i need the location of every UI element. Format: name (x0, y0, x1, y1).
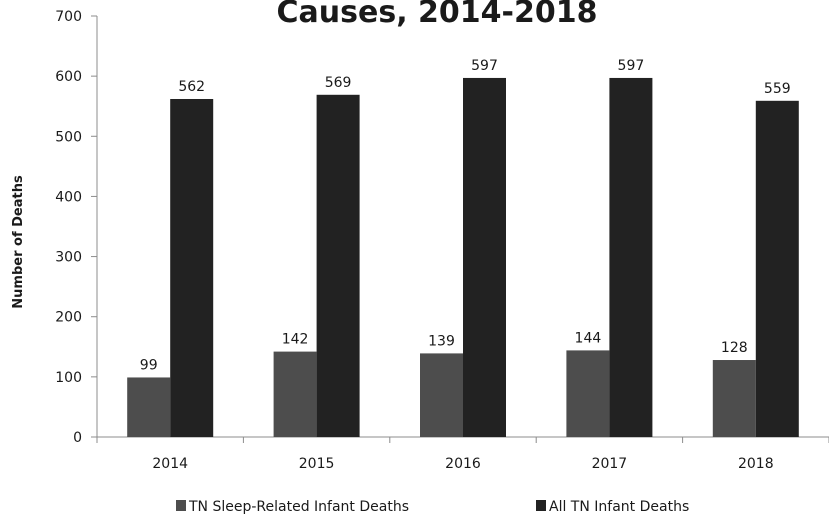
data-label: 597 (471, 58, 498, 74)
y-tick-label: 600 (55, 69, 82, 85)
data-label: 144 (575, 330, 602, 346)
data-label: 569 (325, 75, 352, 91)
data-label: 99 (140, 357, 158, 373)
x-tick-label: 2016 (445, 456, 481, 472)
legend-swatch (536, 500, 546, 511)
y-tick-label: 0 (73, 430, 82, 446)
y-tick-label: 200 (55, 310, 82, 326)
bar-all-infant (609, 77, 653, 437)
legend-swatch (176, 500, 186, 511)
bar-sleep-related (127, 377, 171, 437)
bar-all-infant (755, 100, 799, 438)
bar-all-infant (316, 94, 360, 437)
data-label: 562 (178, 79, 205, 95)
bar-sleep-related (273, 351, 317, 437)
data-label: 559 (764, 81, 791, 97)
data-label: 139 (428, 333, 455, 349)
y-ticks: 0 100 200 300 400 500 600 700 (55, 9, 97, 446)
bar-all-infant (170, 98, 214, 438)
x-tick-label: 2017 (592, 456, 628, 472)
x-tick-label: 2015 (299, 456, 335, 472)
x-tick-label: 2018 (738, 456, 774, 472)
bars: 99 562 142 569 139 597 144 597 128 559 (127, 58, 799, 438)
bar-sleep-related (420, 353, 463, 437)
y-tick-label: 400 (55, 189, 82, 205)
bar-all-infant (463, 77, 506, 437)
bar-sleep-related (712, 360, 756, 437)
x-ticks: 2014 2015 2016 2017 2018 (96, 437, 829, 472)
bar-sleep-related (566, 350, 610, 437)
chart-title: Causes, 2014-2018 (277, 0, 598, 30)
x-tick-label: 2014 (152, 456, 188, 472)
y-tick-label: 100 (55, 370, 82, 386)
y-tick-label: 500 (55, 129, 82, 145)
legend-label: TN Sleep-Related Infant Deaths (188, 499, 409, 515)
legend: TN Sleep-Related Infant Deaths All TN Inf… (176, 499, 689, 515)
y-tick-label: 300 (55, 250, 82, 266)
data-label: 597 (618, 58, 645, 74)
legend-label: All TN Infant Deaths (549, 499, 689, 515)
y-axis-label: Number of Deaths (11, 175, 26, 309)
y-tick-label: 700 (55, 9, 82, 25)
data-label: 128 (721, 340, 748, 356)
data-label: 142 (282, 332, 309, 348)
